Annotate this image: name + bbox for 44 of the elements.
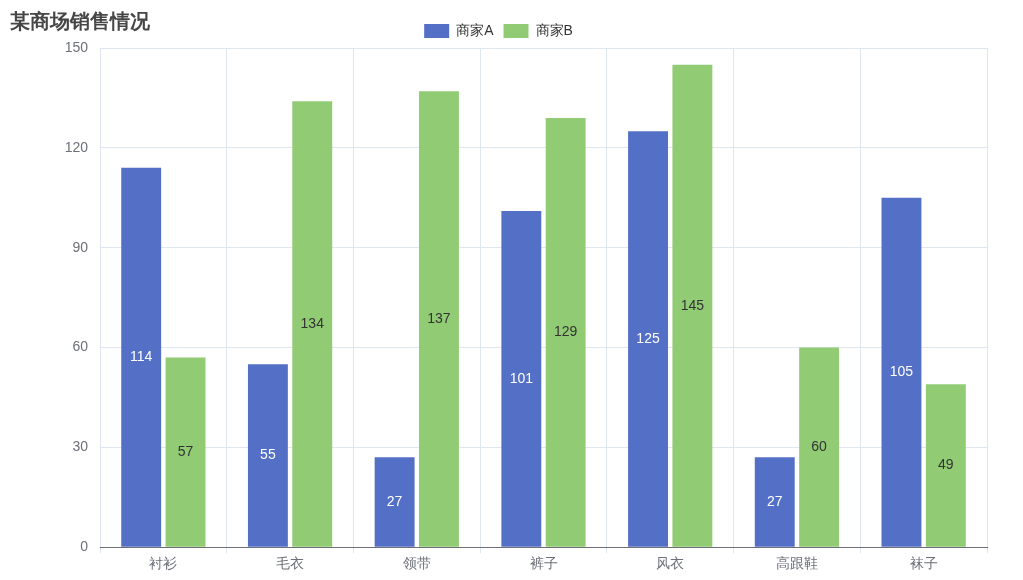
x-tick-label: 毛衣 xyxy=(276,555,305,572)
bar xyxy=(628,131,668,547)
bar xyxy=(292,101,333,547)
y-tick-label: 0 xyxy=(80,538,89,555)
bar xyxy=(165,357,206,547)
bar xyxy=(419,91,459,547)
chart-title: 某商场销售情况 xyxy=(9,9,151,32)
data-label: 57 xyxy=(177,442,194,459)
data-label: 145 xyxy=(680,296,705,313)
data-label: 55 xyxy=(260,446,276,463)
data-label: 129 xyxy=(554,323,578,340)
y-tick-label: 60 xyxy=(72,338,89,355)
data-label: 134 xyxy=(300,314,325,331)
bar xyxy=(672,64,713,547)
bar xyxy=(881,197,922,547)
data-label: 114 xyxy=(130,348,153,365)
bar xyxy=(754,457,795,547)
data-label: 125 xyxy=(636,329,660,346)
data-label: 101 xyxy=(509,369,534,386)
bar xyxy=(374,457,415,547)
legend-label: 商家B xyxy=(535,21,573,38)
bar xyxy=(247,364,288,547)
data-label: 60 xyxy=(811,437,828,454)
bar xyxy=(925,384,966,547)
bar xyxy=(799,347,840,547)
bar xyxy=(501,211,542,547)
y-tick-label: 150 xyxy=(64,38,89,55)
x-tick-label: 高跟鞋 xyxy=(775,555,818,572)
data-label: 105 xyxy=(889,363,914,380)
y-tick-label: 30 xyxy=(72,438,89,455)
x-tick-label: 裤子 xyxy=(529,555,558,572)
y-tick-label: 120 xyxy=(64,138,89,155)
x-tick-label: 风衣 xyxy=(656,555,685,572)
bar xyxy=(545,117,586,547)
data-label: 27 xyxy=(386,492,403,509)
data-label: 27 xyxy=(766,492,783,509)
x-tick-label: 领带 xyxy=(402,555,431,572)
data-label: 49 xyxy=(938,456,954,473)
bar xyxy=(121,167,162,547)
legend-label: 商家A xyxy=(456,21,495,38)
x-tick-label: 袜子 xyxy=(909,555,938,572)
y-tick-label: 90 xyxy=(72,238,89,255)
data-label: 137 xyxy=(427,309,451,326)
x-tick-label: 衬衫 xyxy=(149,555,178,572)
